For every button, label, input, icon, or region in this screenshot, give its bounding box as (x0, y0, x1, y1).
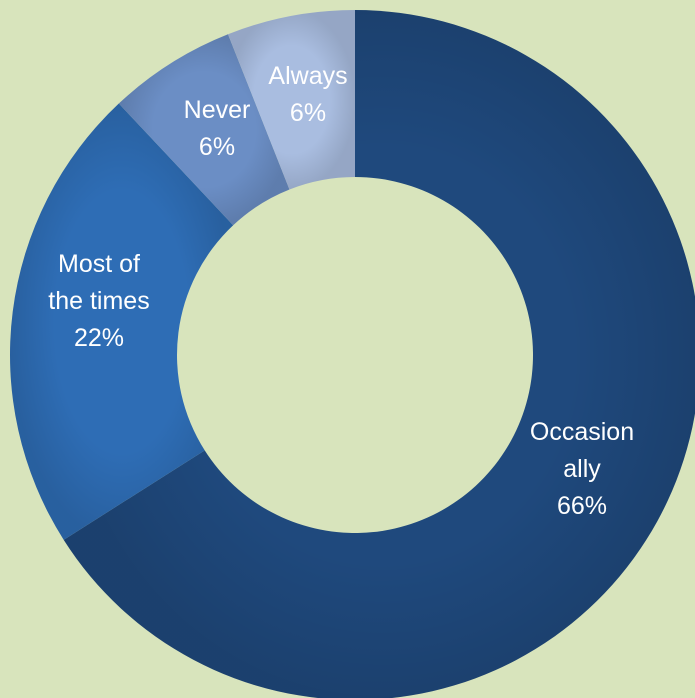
data-label-line: 6% (199, 133, 235, 161)
data-label-line: ally (563, 455, 601, 483)
data-label-never: Never 6% (184, 96, 251, 161)
data-label-line: 6% (290, 99, 326, 127)
labels-group: Occasion ally 66% Most of the times 22% Never 6… (48, 62, 634, 520)
slice-shade (227, 10, 355, 190)
slice-shade (63, 10, 695, 698)
data-label-line: Most of (58, 250, 140, 278)
data-label-line: Never (184, 96, 251, 124)
data-label-occasionally: Occasion ally 66% (530, 418, 634, 520)
data-label-always: Always 6% (268, 62, 347, 127)
data-label-line: Always (268, 62, 347, 90)
data-label-line: 66% (557, 492, 607, 520)
data-label-line: the times (48, 287, 149, 315)
slice-shade (10, 103, 234, 540)
slices-group (10, 10, 695, 698)
data-label-line: 22% (74, 324, 124, 352)
data-label-line: Occasion (530, 418, 634, 446)
slice-shade (118, 34, 290, 226)
data-label-most-of-the-times: Most of the times 22% (48, 250, 149, 352)
